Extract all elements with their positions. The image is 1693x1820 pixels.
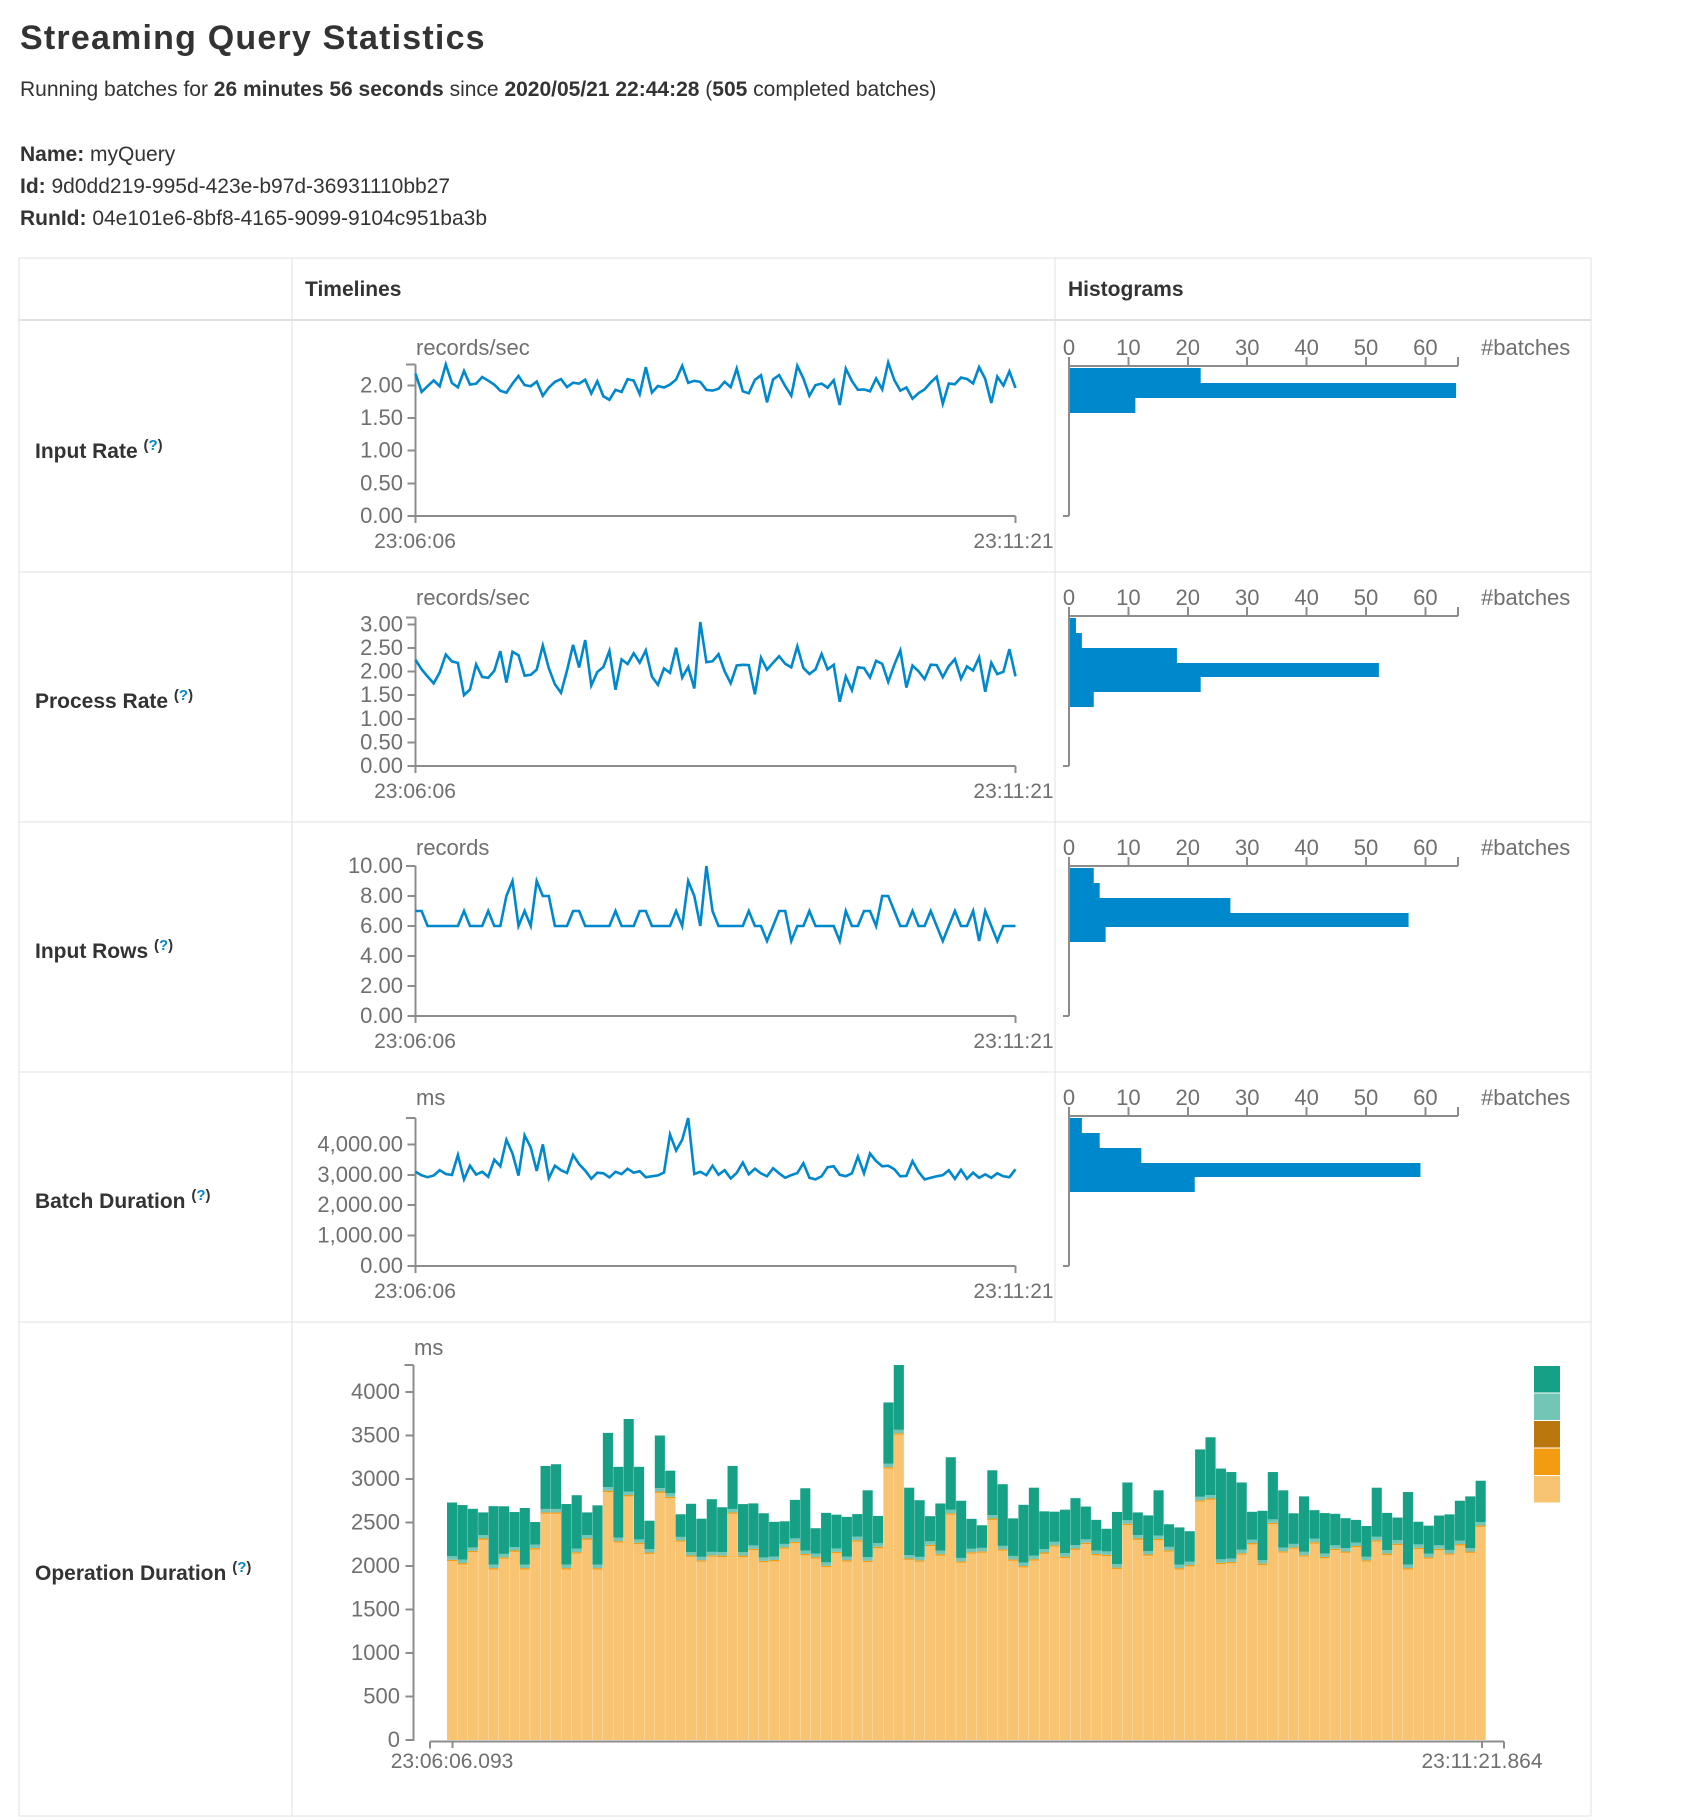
svg-text:20: 20 — [1176, 335, 1200, 360]
svg-text:Process Rate (?): Process Rate (?) — [35, 687, 193, 713]
svg-text:0: 0 — [388, 1727, 400, 1752]
svg-text:3,000.00: 3,000.00 — [317, 1162, 403, 1187]
svg-text:4000: 4000 — [351, 1379, 400, 1404]
svg-text:10: 10 — [1116, 835, 1140, 860]
svg-text:40: 40 — [1294, 835, 1318, 860]
svg-text:3000: 3000 — [351, 1466, 400, 1491]
svg-text:2000: 2000 — [351, 1553, 400, 1578]
svg-text:#batches: #batches — [1481, 835, 1570, 860]
svg-text:1,000.00: 1,000.00 — [317, 1223, 403, 1248]
svg-text:2.00: 2.00 — [360, 659, 403, 684]
svg-text:Input Rows (?): Input Rows (?) — [35, 937, 173, 963]
svg-text:23:11:21: 23:11:21 — [973, 1030, 1053, 1053]
svg-text:30: 30 — [1235, 835, 1259, 860]
svg-text:Batch Duration (?): Batch Duration (?) — [35, 1187, 211, 1213]
svg-text:500: 500 — [363, 1684, 400, 1709]
svg-text:0.00: 0.00 — [360, 753, 403, 778]
svg-text:30: 30 — [1235, 1085, 1259, 1110]
svg-text:1.00: 1.00 — [360, 706, 403, 731]
svg-text:10.00: 10.00 — [348, 853, 403, 878]
svg-text:ms: ms — [414, 1335, 443, 1360]
svg-text:60: 60 — [1413, 835, 1437, 860]
svg-text:50: 50 — [1354, 335, 1378, 360]
svg-text:30: 30 — [1235, 585, 1259, 610]
svg-text:60: 60 — [1413, 1085, 1437, 1110]
svg-text:23:06:06: 23:06:06 — [374, 1280, 456, 1303]
svg-text:40: 40 — [1294, 1085, 1318, 1110]
svg-text:10: 10 — [1116, 335, 1140, 360]
svg-text:50: 50 — [1354, 585, 1378, 610]
svg-text:50: 50 — [1354, 1085, 1378, 1110]
svg-text:23:06:06: 23:06:06 — [374, 530, 456, 553]
svg-text:0.00: 0.00 — [360, 1253, 403, 1278]
svg-text:0: 0 — [1063, 335, 1075, 360]
svg-text:20: 20 — [1176, 835, 1200, 860]
svg-text:records/sec: records/sec — [416, 585, 530, 610]
svg-text:3.00: 3.00 — [360, 611, 403, 636]
svg-text:10: 10 — [1116, 585, 1140, 610]
svg-text:0.50: 0.50 — [360, 470, 403, 495]
svg-text:10: 10 — [1116, 1085, 1140, 1110]
svg-text:1.50: 1.50 — [360, 682, 403, 707]
svg-text:#batches: #batches — [1481, 585, 1570, 610]
svg-text:0: 0 — [1063, 1085, 1075, 1110]
svg-text:1.00: 1.00 — [360, 438, 403, 463]
svg-text:2.00: 2.00 — [360, 973, 403, 998]
svg-text:1.50: 1.50 — [360, 405, 403, 430]
svg-text:60: 60 — [1413, 335, 1437, 360]
svg-text:1000: 1000 — [351, 1640, 400, 1665]
svg-text:2500: 2500 — [351, 1510, 400, 1535]
svg-text:20: 20 — [1176, 1085, 1200, 1110]
svg-text:40: 40 — [1294, 335, 1318, 360]
svg-text:23:06:06.093: 23:06:06.093 — [391, 1750, 514, 1773]
svg-text:0.00: 0.00 — [360, 1003, 403, 1028]
svg-text:60: 60 — [1413, 585, 1437, 610]
svg-text:Operation Duration (?): Operation Duration (?) — [35, 1559, 251, 1585]
svg-text:2.00: 2.00 — [360, 372, 403, 397]
svg-text:40: 40 — [1294, 585, 1318, 610]
svg-text:23:11:21.864: 23:11:21.864 — [1421, 1750, 1542, 1773]
svg-text:0: 0 — [1063, 585, 1075, 610]
svg-text:Input Rate (?): Input Rate (?) — [35, 437, 163, 463]
svg-text:23:06:06: 23:06:06 — [374, 780, 456, 803]
svg-text:0.00: 0.00 — [360, 503, 403, 528]
svg-text:0: 0 — [1063, 835, 1075, 860]
svg-text:4.00: 4.00 — [360, 943, 403, 968]
svg-text:3500: 3500 — [351, 1423, 400, 1448]
svg-text:1500: 1500 — [351, 1597, 400, 1622]
svg-text:#batches: #batches — [1481, 1085, 1570, 1110]
svg-text:ms: ms — [416, 1085, 445, 1110]
svg-text:30: 30 — [1235, 335, 1259, 360]
svg-text:2,000.00: 2,000.00 — [317, 1192, 403, 1217]
svg-text:0.50: 0.50 — [360, 729, 403, 754]
svg-text:Histograms: Histograms — [1068, 278, 1184, 301]
svg-text:23:11:21: 23:11:21 — [973, 1280, 1053, 1303]
svg-text:20: 20 — [1176, 585, 1200, 610]
svg-text:50: 50 — [1354, 835, 1378, 860]
svg-text:23:06:06: 23:06:06 — [374, 1030, 456, 1053]
svg-text:23:11:21: 23:11:21 — [973, 530, 1053, 553]
svg-text:8.00: 8.00 — [360, 883, 403, 908]
svg-text:23:11:21: 23:11:21 — [973, 780, 1053, 803]
svg-text:Timelines: Timelines — [305, 278, 402, 301]
svg-text:2.50: 2.50 — [360, 635, 403, 660]
svg-text:6.00: 6.00 — [360, 913, 403, 938]
svg-text:4,000.00: 4,000.00 — [317, 1131, 403, 1156]
svg-text:#batches: #batches — [1481, 335, 1570, 360]
svg-text:records/sec: records/sec — [416, 335, 530, 360]
svg-text:records: records — [416, 835, 489, 860]
